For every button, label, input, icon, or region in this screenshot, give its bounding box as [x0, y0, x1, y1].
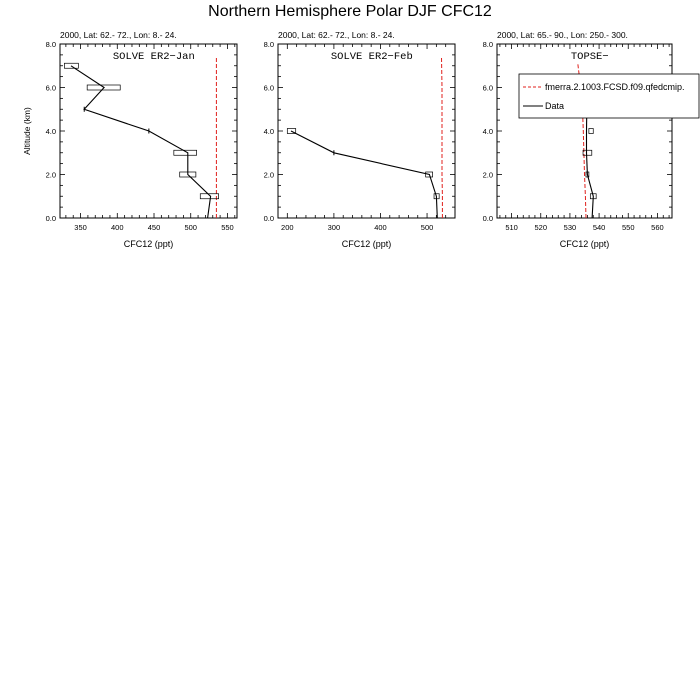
x-axis-label: CFC12 (ppt) — [560, 239, 610, 249]
legend-label-model: fmerra.2.1003.FCSD.f09.qfedcmip. — [545, 82, 685, 92]
x-tick-label: 530 — [564, 223, 577, 232]
plot-area — [64, 57, 219, 218]
y-tick-label: 8.0 — [483, 40, 493, 49]
y-tick-label: 4.0 — [264, 127, 274, 136]
y-tick-label: 6.0 — [264, 84, 274, 93]
data-line — [70, 65, 212, 218]
plot-area — [286, 56, 443, 218]
x-tick-label: 540 — [593, 223, 606, 232]
panel-2: 2000, Lat: 62.- 72., Lon: 8.- 24. 0.0 2.0 4… — [264, 30, 456, 249]
y-tick-label: 6.0 — [483, 84, 493, 93]
panel-subtitle: 2000, Lat: 65.- 90., Lon: 250.- 300. — [497, 30, 628, 40]
legend: fmerra.2.1003.FCSD.f09.qfedcmip. Data — [518, 73, 700, 119]
data-range-box — [588, 128, 594, 134]
x-tick-label: 550 — [221, 223, 234, 232]
x-tick-label: 350 — [74, 223, 87, 232]
x-tick-label: 500 — [184, 223, 197, 232]
y-tick-label: 2.0 — [46, 171, 56, 180]
x-tick-label: 300 — [328, 223, 341, 232]
y-tick-label: 0.0 — [46, 214, 56, 223]
x-tick-label: 510 — [505, 223, 518, 232]
x-tick-label: 520 — [534, 223, 547, 232]
model-line — [441, 56, 443, 218]
y-tick-label: 6.0 — [46, 84, 56, 93]
y-tick-label: 2.0 — [483, 171, 493, 180]
x-axis-label: CFC12 (ppt) — [342, 239, 392, 249]
x-tick-label: 550 — [622, 223, 635, 232]
legend-label-data: Data — [545, 101, 564, 111]
y-tick-label: 8.0 — [46, 40, 56, 49]
data-range-box — [64, 62, 79, 69]
y-tick-label: 4.0 — [46, 127, 56, 136]
x-axis-label: CFC12 (ppt) — [124, 239, 174, 249]
panel-label: SOLVE ER2−Jan — [113, 51, 195, 63]
y-tick-label: 8.0 — [264, 40, 274, 49]
data-range-box — [86, 84, 121, 91]
figure-title: Northern Hemisphere Polar DJF CFC12 — [208, 3, 492, 20]
x-tick-label: 560 — [651, 223, 664, 232]
panel-3: 2000, Lat: 65.- 90., Lon: 250.- 300. 0.0 2… — [483, 30, 673, 249]
data-range-box — [582, 149, 593, 156]
y-tick-label: 0.0 — [483, 214, 493, 223]
data-range-box — [179, 171, 197, 178]
y-tick-label: 4.0 — [483, 127, 493, 136]
panel-label: SOLVE ER2−Feb — [331, 51, 413, 63]
plot-frame — [277, 43, 456, 219]
panel-1: 2000, Lat: 62.- 72., Lon: 8.- 24. 0.0 2.0 4… — [22, 30, 238, 249]
data-range-box — [589, 193, 597, 200]
data-range-box — [425, 171, 433, 178]
data-range-box — [286, 128, 297, 134]
panel-subtitle: 2000, Lat: 62.- 72., Lon: 8.- 24. — [60, 30, 177, 40]
x-tick-label: 200 — [281, 223, 294, 232]
x-tick-label: 400 — [374, 223, 387, 232]
data-range-box — [199, 193, 219, 200]
panel-label: TOPSE− — [571, 51, 609, 63]
panel-subtitle: 2000, Lat: 62.- 72., Lon: 8.- 24. — [278, 30, 395, 40]
data-range-box — [173, 149, 197, 156]
data-line — [290, 130, 438, 218]
y-tick-label: 0.0 — [264, 214, 274, 223]
x-tick-label: 450 — [148, 223, 161, 232]
x-tick-label: 400 — [111, 223, 124, 232]
legend-box — [518, 73, 700, 119]
data-range-box — [433, 193, 440, 200]
y-tick-label: 2.0 — [264, 171, 274, 180]
y-axis-label: Altitude (km) — [22, 107, 32, 155]
data-range-box — [585, 171, 590, 178]
x-tick-label: 500 — [421, 223, 434, 232]
plot-frame — [496, 43, 673, 219]
